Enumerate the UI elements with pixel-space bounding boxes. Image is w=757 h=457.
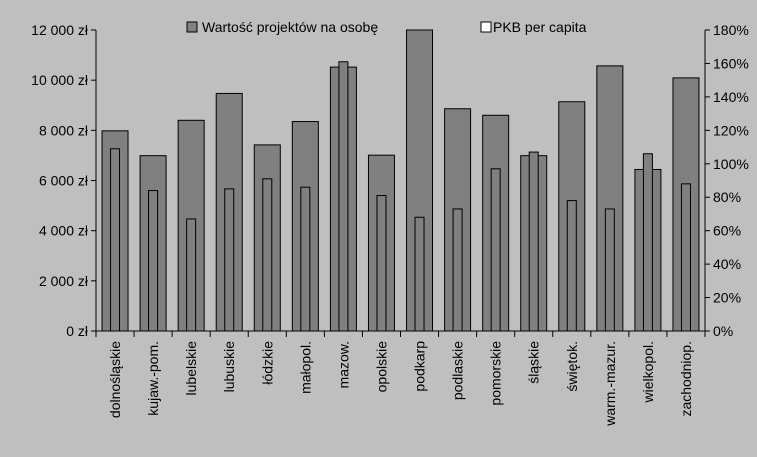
right-series-bars bbox=[110, 61, 691, 332]
left-tick-label: 2 000 zł bbox=[39, 273, 89, 289]
bar-gdp-per-capita bbox=[224, 188, 235, 332]
left-tick-label: 8 000 zł bbox=[39, 122, 89, 138]
right-tick-label: 180% bbox=[713, 22, 749, 38]
left-tick-label: 10 000 zł bbox=[31, 72, 89, 88]
left-tick-label: 6 000 zł bbox=[39, 173, 89, 189]
right-tick-label: 80% bbox=[713, 189, 741, 205]
legend: Wartość projektów na osobę PKB per capit… bbox=[186, 19, 587, 35]
category-label: łódzkie bbox=[259, 341, 275, 385]
right-tick-label: 100% bbox=[713, 156, 749, 172]
left-tick-label: 12 000 zł bbox=[31, 22, 89, 38]
bar-gdp-per-capita bbox=[338, 61, 349, 332]
category-label: małopol. bbox=[297, 341, 313, 394]
right-tick-label: 120% bbox=[713, 122, 749, 138]
bar-gdp-per-capita bbox=[452, 208, 463, 332]
category-label: pomorskie bbox=[488, 341, 504, 406]
legend-label-value-per-person: Wartość projektów na osobę bbox=[202, 19, 378, 35]
right-tick-label: 140% bbox=[713, 89, 749, 105]
right-tick-label: 40% bbox=[713, 256, 741, 272]
category-label: podlaskie bbox=[450, 341, 466, 400]
category-label: dolnośląskie bbox=[107, 341, 123, 418]
category-label: zachodniop. bbox=[678, 341, 694, 417]
category-label: podkarp bbox=[412, 341, 428, 392]
right-tick-label: 0% bbox=[713, 323, 733, 339]
right-tick-label: 60% bbox=[713, 223, 741, 239]
bar-gdp-per-capita bbox=[414, 216, 425, 332]
left-tick-label: 0 zł bbox=[66, 323, 89, 339]
bar-gdp-per-capita bbox=[566, 200, 577, 332]
category-label: mazow. bbox=[335, 341, 351, 388]
bar-gdp-per-capita bbox=[680, 183, 691, 332]
category-label: lubelskie bbox=[183, 341, 199, 396]
left-tick-label: 4 000 zł bbox=[39, 223, 89, 239]
category-label: lubuskie bbox=[221, 341, 237, 393]
right-axis-tick-labels: 0% 20% 40% 60% 80% 100% 120% 140% 160% 180% bbox=[713, 22, 749, 339]
legend-swatch-gdp-per-capita bbox=[480, 21, 492, 33]
left-series-bars bbox=[101, 29, 700, 332]
bar-gdp-per-capita bbox=[262, 178, 273, 332]
bar-gdp-per-capita bbox=[110, 148, 121, 332]
bar-gdp-per-capita bbox=[186, 218, 197, 332]
category-labels: dolnośląskie kujaw.-pom. lubelskie lubuskie… bbox=[107, 341, 694, 427]
bar-gdp-per-capita bbox=[148, 190, 159, 332]
bar-gdp-per-capita bbox=[604, 208, 615, 332]
bar-gdp-per-capita bbox=[300, 186, 311, 332]
category-label: wielkopol. bbox=[640, 341, 656, 403]
category-label: opolskie bbox=[373, 341, 389, 393]
bar-gdp-per-capita bbox=[490, 168, 501, 332]
category-label: śląskie bbox=[526, 341, 542, 384]
legend-swatch-value-per-person bbox=[186, 21, 198, 33]
bar-gdp-per-capita bbox=[528, 151, 539, 332]
right-tick-label: 160% bbox=[713, 55, 749, 71]
right-tick-label: 20% bbox=[713, 290, 741, 306]
category-label: kujaw.-pom. bbox=[145, 341, 161, 416]
bar-gdp-per-capita bbox=[376, 195, 387, 332]
legend-label-gdp-per-capita: PKB per capita bbox=[493, 19, 587, 35]
category-label: warm.-mazur. bbox=[602, 341, 618, 427]
category-label: świętok. bbox=[564, 341, 580, 392]
bar-gdp-per-capita bbox=[642, 153, 653, 332]
left-axis-tick-labels: 0 zł 2 000 zł 4 000 zł 6 000 zł 8 000 zł 10 0… bbox=[31, 22, 89, 339]
axes bbox=[91, 29, 710, 337]
